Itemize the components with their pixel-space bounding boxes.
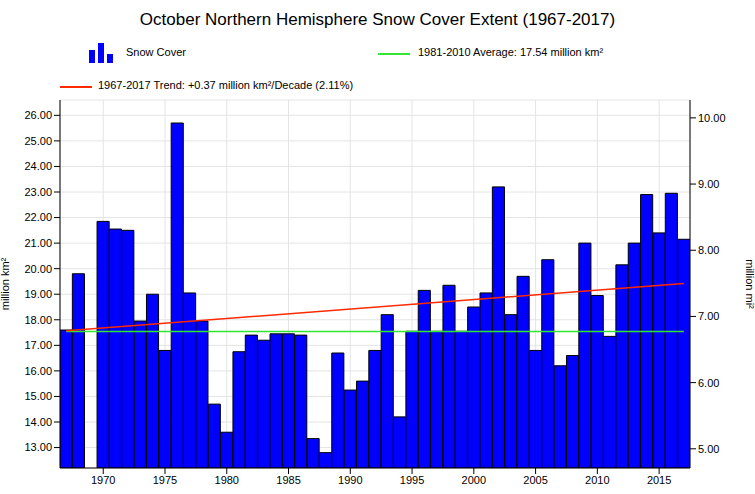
svg-text:1990: 1990: [338, 474, 362, 486]
svg-text:2005: 2005: [523, 474, 547, 486]
svg-text:1975: 1975: [153, 474, 177, 486]
svg-text:10.00: 10.00: [698, 112, 726, 124]
html-text:Snow Cover: Snow Cover: [126, 46, 186, 58]
svg-text:1995: 1995: [400, 474, 424, 486]
svg-text:15.00: 15.00: [24, 390, 52, 402]
html-text:1981-2010 Average: 17.54 milli: 1981-2010 Average: 17.54 million km²: [418, 46, 604, 58]
svg-text:22.00: 22.00: [24, 211, 52, 223]
svg-text:6.00: 6.00: [698, 377, 719, 389]
svg-text:17.00: 17.00: [24, 339, 52, 351]
svg-text:million km²: million km²: [8, 257, 11, 310]
svg-text:26.00: 26.00: [24, 109, 52, 121]
svg-text:23.00: 23.00: [24, 186, 52, 198]
svg-text:1970: 1970: [91, 474, 115, 486]
svg-text:9.00: 9.00: [698, 178, 719, 190]
svg-text:8.00: 8.00: [698, 244, 719, 256]
svg-text:13.00: 13.00: [24, 441, 52, 453]
svg-text:20.00: 20.00: [24, 263, 52, 275]
svg-text:1985: 1985: [276, 474, 300, 486]
svg-text:14.00: 14.00: [24, 416, 52, 428]
html-text:October Northern Hemisphere Sn: October Northern Hemisphere Snow Cover E…: [139, 10, 616, 29]
svg-text:21.00: 21.00: [24, 237, 52, 249]
svg-text:7.00: 7.00: [698, 310, 719, 322]
svg-text:2015: 2015: [647, 474, 671, 486]
svg-text:million mi²: million mi²: [744, 259, 747, 309]
svg-text:18.00: 18.00: [24, 314, 52, 326]
svg-text:2010: 2010: [585, 474, 609, 486]
svg-text:24.00: 24.00: [24, 160, 52, 172]
svg-text:1980: 1980: [215, 474, 239, 486]
svg-text:25.00: 25.00: [24, 135, 52, 147]
svg-text:2000: 2000: [462, 474, 486, 486]
svg-text:5.00: 5.00: [698, 443, 719, 455]
html-text:1967-2017 Trend: +0.37 million: 1967-2017 Trend: +0.37 million km²/Decad…: [98, 79, 354, 91]
svg-text:16.00: 16.00: [24, 365, 52, 377]
svg-text:19.00: 19.00: [24, 288, 52, 300]
